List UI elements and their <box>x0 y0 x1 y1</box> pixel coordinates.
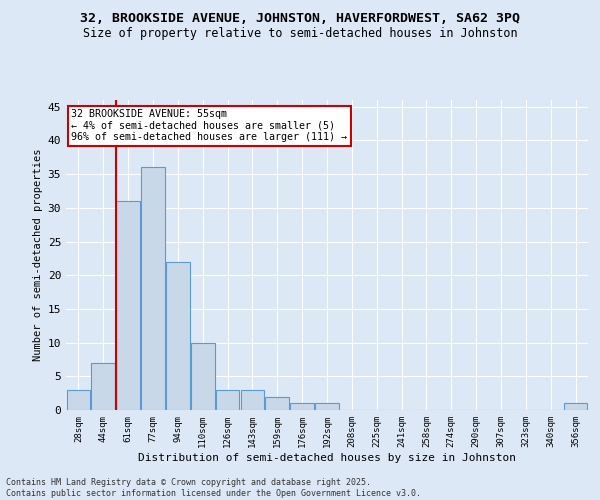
Bar <box>141 168 165 410</box>
Bar <box>241 390 264 410</box>
Text: Size of property relative to semi-detached houses in Johnston: Size of property relative to semi-detach… <box>83 28 517 40</box>
Bar <box>67 390 90 410</box>
X-axis label: Distribution of semi-detached houses by size in Johnston: Distribution of semi-detached houses by … <box>138 452 516 462</box>
Text: Contains HM Land Registry data © Crown copyright and database right 2025.
Contai: Contains HM Land Registry data © Crown c… <box>6 478 421 498</box>
Bar <box>564 404 587 410</box>
Bar <box>216 390 239 410</box>
Bar <box>265 396 289 410</box>
Y-axis label: Number of semi-detached properties: Number of semi-detached properties <box>34 149 43 361</box>
Bar <box>290 404 314 410</box>
Text: 32 BROOKSIDE AVENUE: 55sqm
← 4% of semi-detached houses are smaller (5)
96% of s: 32 BROOKSIDE AVENUE: 55sqm ← 4% of semi-… <box>71 110 347 142</box>
Text: 32, BROOKSIDE AVENUE, JOHNSTON, HAVERFORDWEST, SA62 3PQ: 32, BROOKSIDE AVENUE, JOHNSTON, HAVERFOR… <box>80 12 520 26</box>
Bar <box>191 342 215 410</box>
Bar <box>166 262 190 410</box>
Bar <box>91 363 115 410</box>
Bar <box>116 201 140 410</box>
Bar <box>315 404 339 410</box>
